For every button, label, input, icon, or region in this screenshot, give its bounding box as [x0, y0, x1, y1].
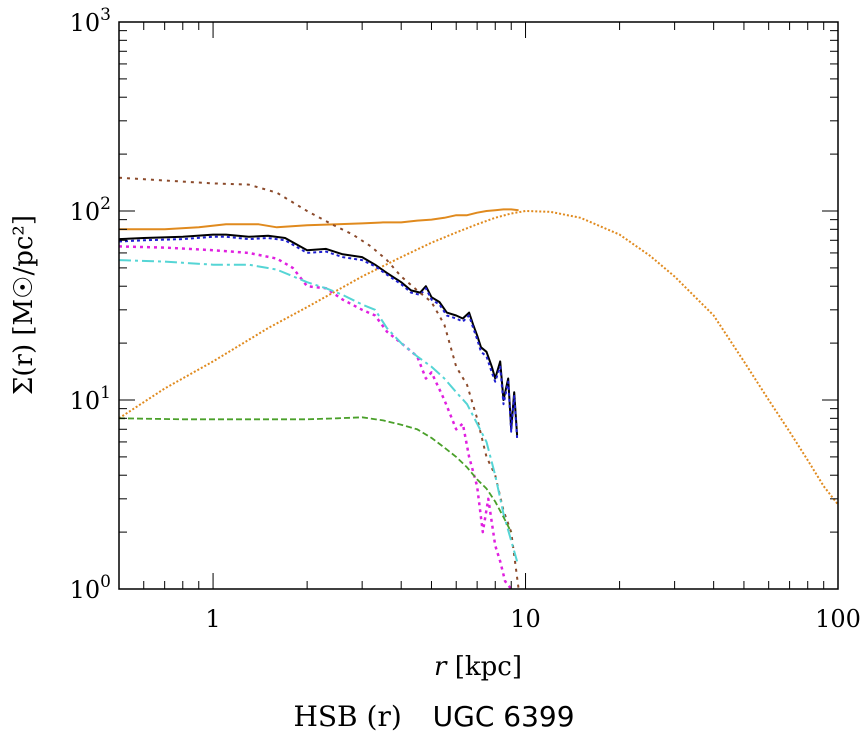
series-total — [119, 233, 519, 436]
series-stellar-bulge — [119, 176, 520, 589]
tick-label-layer: 1 10 100 100 101 102 103 — [70, 5, 861, 633]
y-axis-title: Σ(r) [M☉/pc²] — [9, 215, 39, 395]
x-axis-unit: [kpc] — [455, 652, 522, 682]
caption-galaxy: UGC 6399 — [432, 700, 575, 733]
x-tick-label: 10 — [510, 605, 541, 633]
caption: HSB (r) UGC 6399 — [0, 700, 868, 733]
x-axis-var: r — [434, 652, 448, 682]
series-stellar-disk — [119, 245, 513, 589]
plot-frame — [118, 21, 839, 590]
y-tick-label: 100 — [70, 572, 111, 604]
x-axis-title: r [kpc] — [434, 652, 522, 682]
y-tick-label: 103 — [70, 5, 111, 37]
series-model — [119, 235, 519, 438]
series-gas-disk — [119, 208, 519, 231]
series-gas — [119, 416, 513, 533]
caption-band: HSB (r) — [293, 700, 402, 733]
y-tick-label: 101 — [70, 383, 111, 415]
x-tick-label: 100 — [815, 605, 861, 633]
series-layer — [119, 176, 838, 589]
series-halo — [119, 210, 838, 506]
series-stellar-light — [119, 259, 519, 562]
x-tick-label: 1 — [205, 605, 220, 633]
y-tick-label: 102 — [70, 194, 111, 226]
